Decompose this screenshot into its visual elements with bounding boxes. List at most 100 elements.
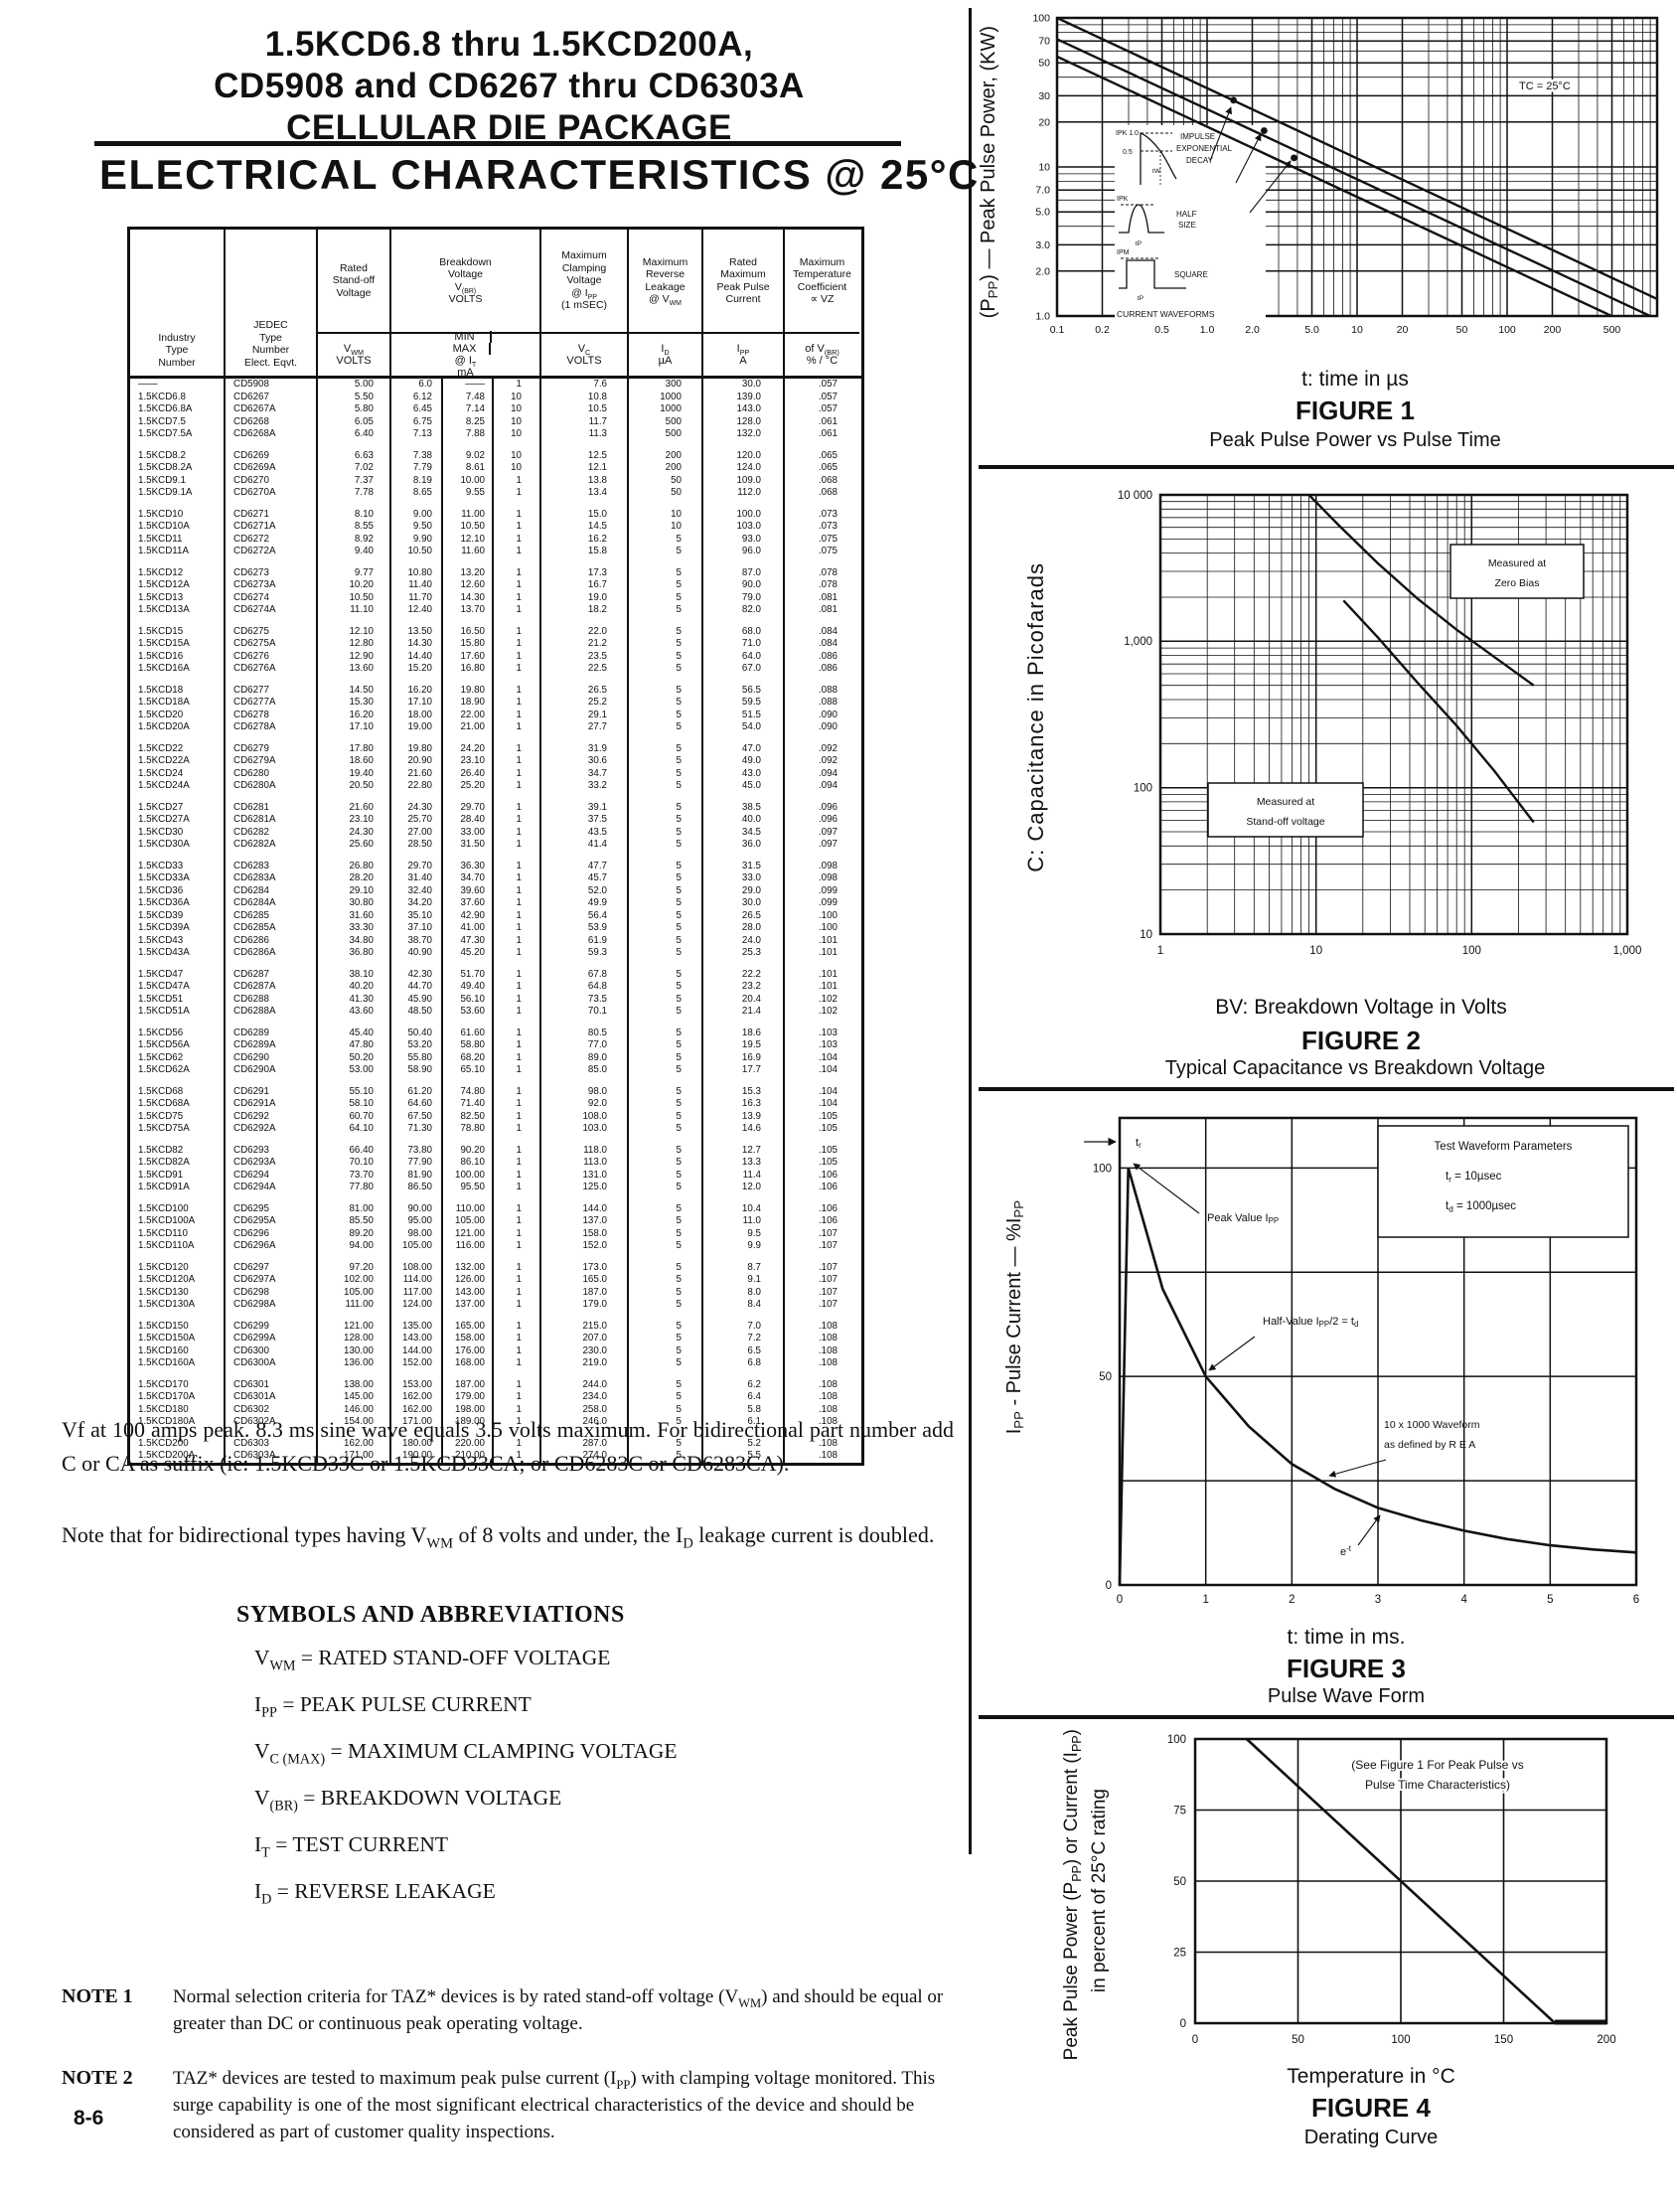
cell: .105 [818,1144,838,1156]
cell: 1.5KCD200 [130,1437,226,1450]
cell: 21.2 [541,638,629,651]
cell: CD6274A [226,604,318,617]
cell: 180.00 [391,1437,443,1450]
svg-text:100: 100 [1093,1163,1112,1175]
svg-text:1.0: 1.0 [1035,311,1050,323]
table-row: 1.5KCD10 CD6271 8.10 9.00 11.00 1 15.0 10 100.0.… [130,508,861,521]
cell: CD6278A [226,721,318,734]
cell: 50 [629,474,703,487]
cell: 59.5 [703,697,785,710]
cell: 120.0 [703,449,785,462]
cell: 53.20 [391,1039,443,1052]
cell: .090 [818,721,838,732]
table-row: 1.5KCD62 CD6290 50.20 55.80 68.20 1 89.0 5 16.9.… [130,1051,861,1064]
table-row: 1.5KCD100A CD6295A 85.50 95.00 105.00 1 137.0 5… [130,1215,861,1228]
cell: 39.1 [541,801,629,814]
cell: 26.80 [318,860,391,872]
cell: 5 [629,663,703,676]
cell: .061 [818,428,838,439]
cell: 5 [629,1123,703,1136]
cell: 14.30 [443,591,494,604]
cell: 219.0 [541,1357,629,1370]
svg-text:IPK 1.0: IPK 1.0 [1116,130,1139,137]
cell: .108 [818,1320,838,1332]
peak-value-label: Peak Value IPP [1207,1212,1279,1225]
cell: 1 [494,1274,541,1287]
cell: 153.00 [391,1378,443,1391]
cell: 17.10 [391,697,443,710]
cell: 67.8 [541,968,629,981]
col-header-industry: Industry Type Number [130,230,226,376]
cell: .107 [818,1261,838,1273]
cell: CD6292 [226,1110,318,1123]
cell: .103 [818,1039,838,1050]
cell: 5 [629,1299,703,1312]
cell: 173.0 [541,1261,629,1274]
cell: 1.5KCD20A [130,721,226,734]
cell: 5 [629,839,703,852]
series-stand-off [1342,599,1535,824]
cell: .084 [818,625,838,637]
cell: .092 [818,742,838,754]
svg-text:100: 100 [1167,1734,1186,1746]
cell: 17.7 [703,1064,785,1077]
cell: 1.5KCD24 [130,767,226,780]
cell: 33.30 [318,922,391,935]
cell: 1.5KCD120A [130,1274,226,1287]
cell: 47.30 [443,934,494,947]
cell: 29.0 [703,884,785,897]
cell: 234.0 [541,1391,629,1404]
fig1-series [1057,18,1657,316]
cell: 28.0 [703,922,785,935]
cell: 1.5KCD11 [130,533,226,546]
cell: 41.4 [541,839,629,852]
cell: 6.45 [391,403,443,416]
cell: .096 [818,814,838,825]
cell: 5 [629,1144,703,1157]
zero-bias-label: Measured at Zero Bias [1449,544,1585,599]
cell: 1 [494,934,541,947]
cell: .105 [818,1157,838,1168]
svg-text:IMPULSE: IMPULSE [1180,132,1215,141]
table-row: 1.5KCD51A CD6288A 43.60 48.50 53.60 1 70.1 5 21.… [130,1006,861,1019]
cell: 111.00 [318,1299,391,1312]
cell: 5 [629,884,703,897]
cell: 18.00 [391,709,443,721]
cell: 100.0 [703,508,785,521]
cell: 5 [629,1344,703,1357]
cell: 5 [629,1403,703,1416]
cell: 25.20 [443,780,494,793]
cell: 30.0 [703,897,785,910]
svg-text:5.0: 5.0 [1304,324,1319,336]
cell: 7.0 [703,1320,785,1333]
cell: 11.4 [703,1169,785,1182]
cell: 1.5KCD10A [130,521,226,534]
cell: 7.2 [703,1333,785,1345]
svg-text:tP: tP [1138,295,1143,302]
cell: 12.90 [318,650,391,663]
cell: 5.8 [703,1403,785,1416]
svg-text:2.0: 2.0 [1035,265,1050,277]
cell: 34.80 [318,934,391,947]
cell: .092 [818,755,838,766]
cell: 45.90 [391,993,443,1006]
cell: 7.6 [541,379,629,392]
cell: 18.60 [318,755,391,768]
cell: 56.10 [443,993,494,1006]
cell: 5 [629,742,703,755]
svg-text:1,000: 1,000 [1124,636,1152,648]
cell: 6.0 [391,379,443,392]
cell: 1.5KCD27A [130,814,226,827]
cell: .108 [818,1437,838,1449]
table-body: —— CD5908 5.00 6.0 —— 1 7.6 300 30.0.057 1.5KCD6.… [130,379,861,1463]
cell: CD6284 [226,884,318,897]
cell: .086 [818,650,838,662]
cell: 136.00 [318,1357,391,1370]
cell: 24.20 [443,742,494,755]
cell: 78.80 [443,1123,494,1136]
cell: CD6277 [226,684,318,697]
cell: 137.0 [541,1215,629,1228]
table-row: 1.5KCD30 CD6282 24.30 27.00 33.00 1 43.5 5 34.5.… [130,826,861,839]
cell: 113.0 [541,1157,629,1170]
svg-text:Test Waveform Parameters: Test Waveform Parameters [1435,1141,1573,1153]
